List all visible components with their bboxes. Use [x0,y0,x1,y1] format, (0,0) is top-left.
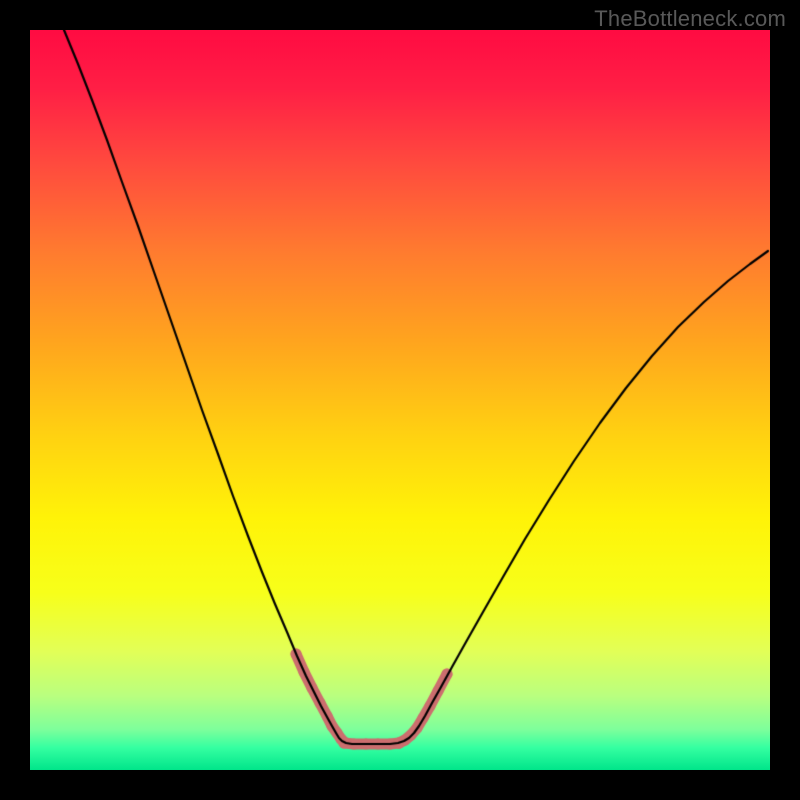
chart-root: TheBottleneck.com [0,0,800,800]
curve-layer [0,0,800,800]
watermark-label: TheBottleneck.com [594,6,786,32]
